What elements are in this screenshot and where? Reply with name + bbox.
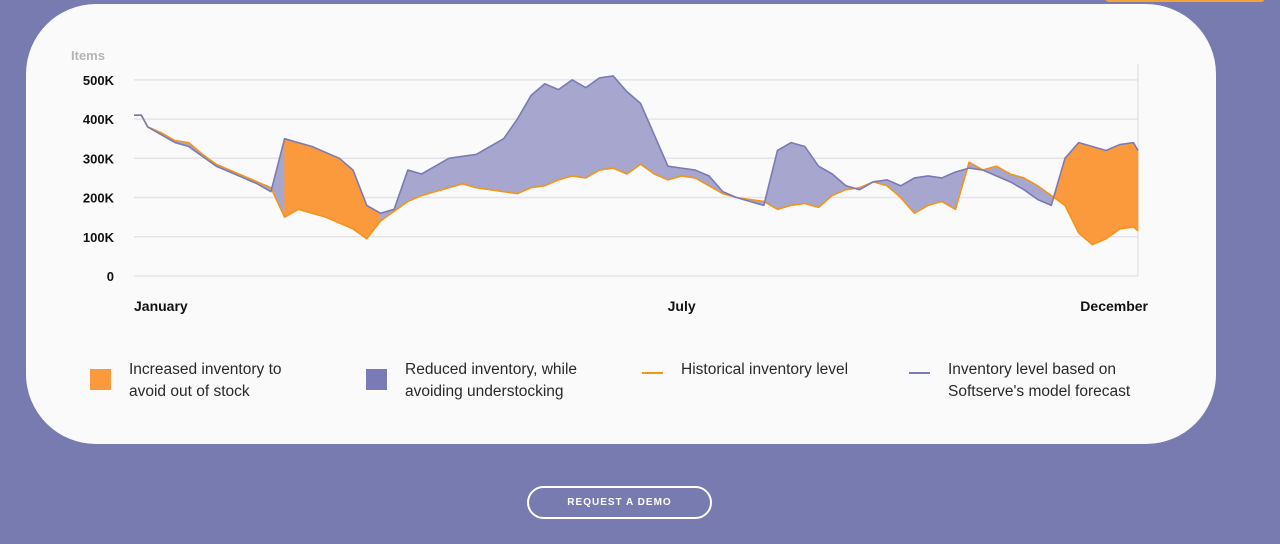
legend-label-reduced-line1: Reduced inventory, while (405, 361, 578, 378)
legend-item-reduced: Reduced inventory, while avoiding unders… (366, 359, 577, 403)
area-segment-73 (1119, 142, 1134, 230)
historical-series-line (134, 114, 1139, 246)
legend-label-increased-line1: Increased inventory to (129, 361, 282, 378)
area-segment-31 (544, 83, 559, 187)
area-segment-37 (626, 90, 641, 175)
line-layer (134, 75, 1139, 246)
chart-card: 500K 400K 300K 200K 100K 0 Items January July Dec… (26, 4, 1216, 444)
legend-label-forecast: Inventory level based on Softserve's mod… (948, 359, 1130, 403)
area-segment-38 (640, 103, 655, 175)
area-segment-23 (434, 157, 450, 193)
y-tick-label-3: 200K (83, 191, 115, 206)
top-accent-bar (1105, 0, 1265, 2)
legend-label-forecast-line2: Softserve's model forecast (948, 383, 1131, 400)
area-segment-13 (297, 142, 313, 214)
area-segment-18 (366, 204, 381, 240)
area-segment-29 (517, 94, 532, 195)
legend-label-historical: Historical inventory level (681, 359, 848, 381)
area-segment-35 (599, 75, 614, 171)
y-axis-title: Items (71, 48, 105, 63)
area-segment-14 (311, 146, 326, 218)
area-segment-15 (325, 151, 340, 224)
label-layer: 500K 400K 300K 200K 100K 0 Items January July Dec… (71, 48, 1149, 314)
y-tick-label-5: 0 (107, 269, 114, 284)
area-segment-24 (448, 156, 463, 189)
area-segment-71 (1092, 146, 1107, 246)
area-segment-72 (1105, 144, 1121, 240)
area-layer (134, 75, 1139, 246)
legend-label-reduced: Reduced inventory, while avoiding unders… (405, 359, 577, 403)
area-segment-48 (777, 142, 792, 210)
area-segment-17 (352, 169, 368, 240)
area-segment-25 (462, 154, 477, 189)
inventory-chart: 500K 400K 300K 200K 100K 0 Items January July Dec… (71, 48, 1149, 314)
area-segment-57 (900, 177, 915, 215)
area-segment-12 (284, 138, 299, 218)
forecast-series-line (134, 75, 1139, 215)
area-segment-27 (489, 138, 504, 192)
area-segment-70 (1078, 142, 1093, 246)
legend-item-historical: Historical inventory level (642, 359, 848, 381)
y-tick-label-0: 500K (83, 73, 115, 88)
x-tick-label-0: January (134, 298, 188, 314)
y-tick-label-4: 100K (83, 230, 115, 245)
area-segment-32 (558, 79, 573, 181)
legend-swatch-increased (90, 369, 111, 390)
legend-line-forecast (909, 372, 930, 374)
area-segment-11 (270, 138, 285, 218)
legend-label-reduced-line2: avoiding understocking (405, 383, 564, 400)
area-segment-74 (1133, 141, 1139, 232)
x-tick-label-2: December (1080, 298, 1148, 314)
request-demo-button[interactable]: REQUEST A DEMO (527, 486, 712, 519)
area-segment-39 (653, 134, 669, 181)
area-segment-30 (530, 83, 546, 189)
legend-item-increased: Increased inventory to avoid out of stoc… (90, 359, 282, 403)
y-tick-label-2: 300K (83, 151, 115, 166)
area-segment-33 (571, 79, 587, 179)
legend-label-increased: Increased inventory to avoid out of stoc… (129, 359, 282, 403)
legend-label-increased-line2: avoid out of stock (129, 383, 250, 400)
legend-line-historical (642, 372, 663, 374)
area-segment-49 (790, 142, 806, 206)
area-segment-59 (927, 175, 943, 206)
legend-swatch-reduced (366, 369, 387, 390)
area-segment-36 (612, 75, 628, 175)
area-segment-58 (914, 175, 929, 214)
y-tick-label-1: 400K (83, 112, 115, 127)
x-tick-label-1: July (668, 298, 696, 314)
legend-item-forecast: Inventory level based on Softserve's mod… (909, 359, 1130, 403)
legend-label-historical-line1: Historical inventory level (681, 361, 849, 378)
area-segment-34 (585, 77, 600, 179)
legend-label-forecast-line1: Inventory level based on (948, 361, 1117, 378)
